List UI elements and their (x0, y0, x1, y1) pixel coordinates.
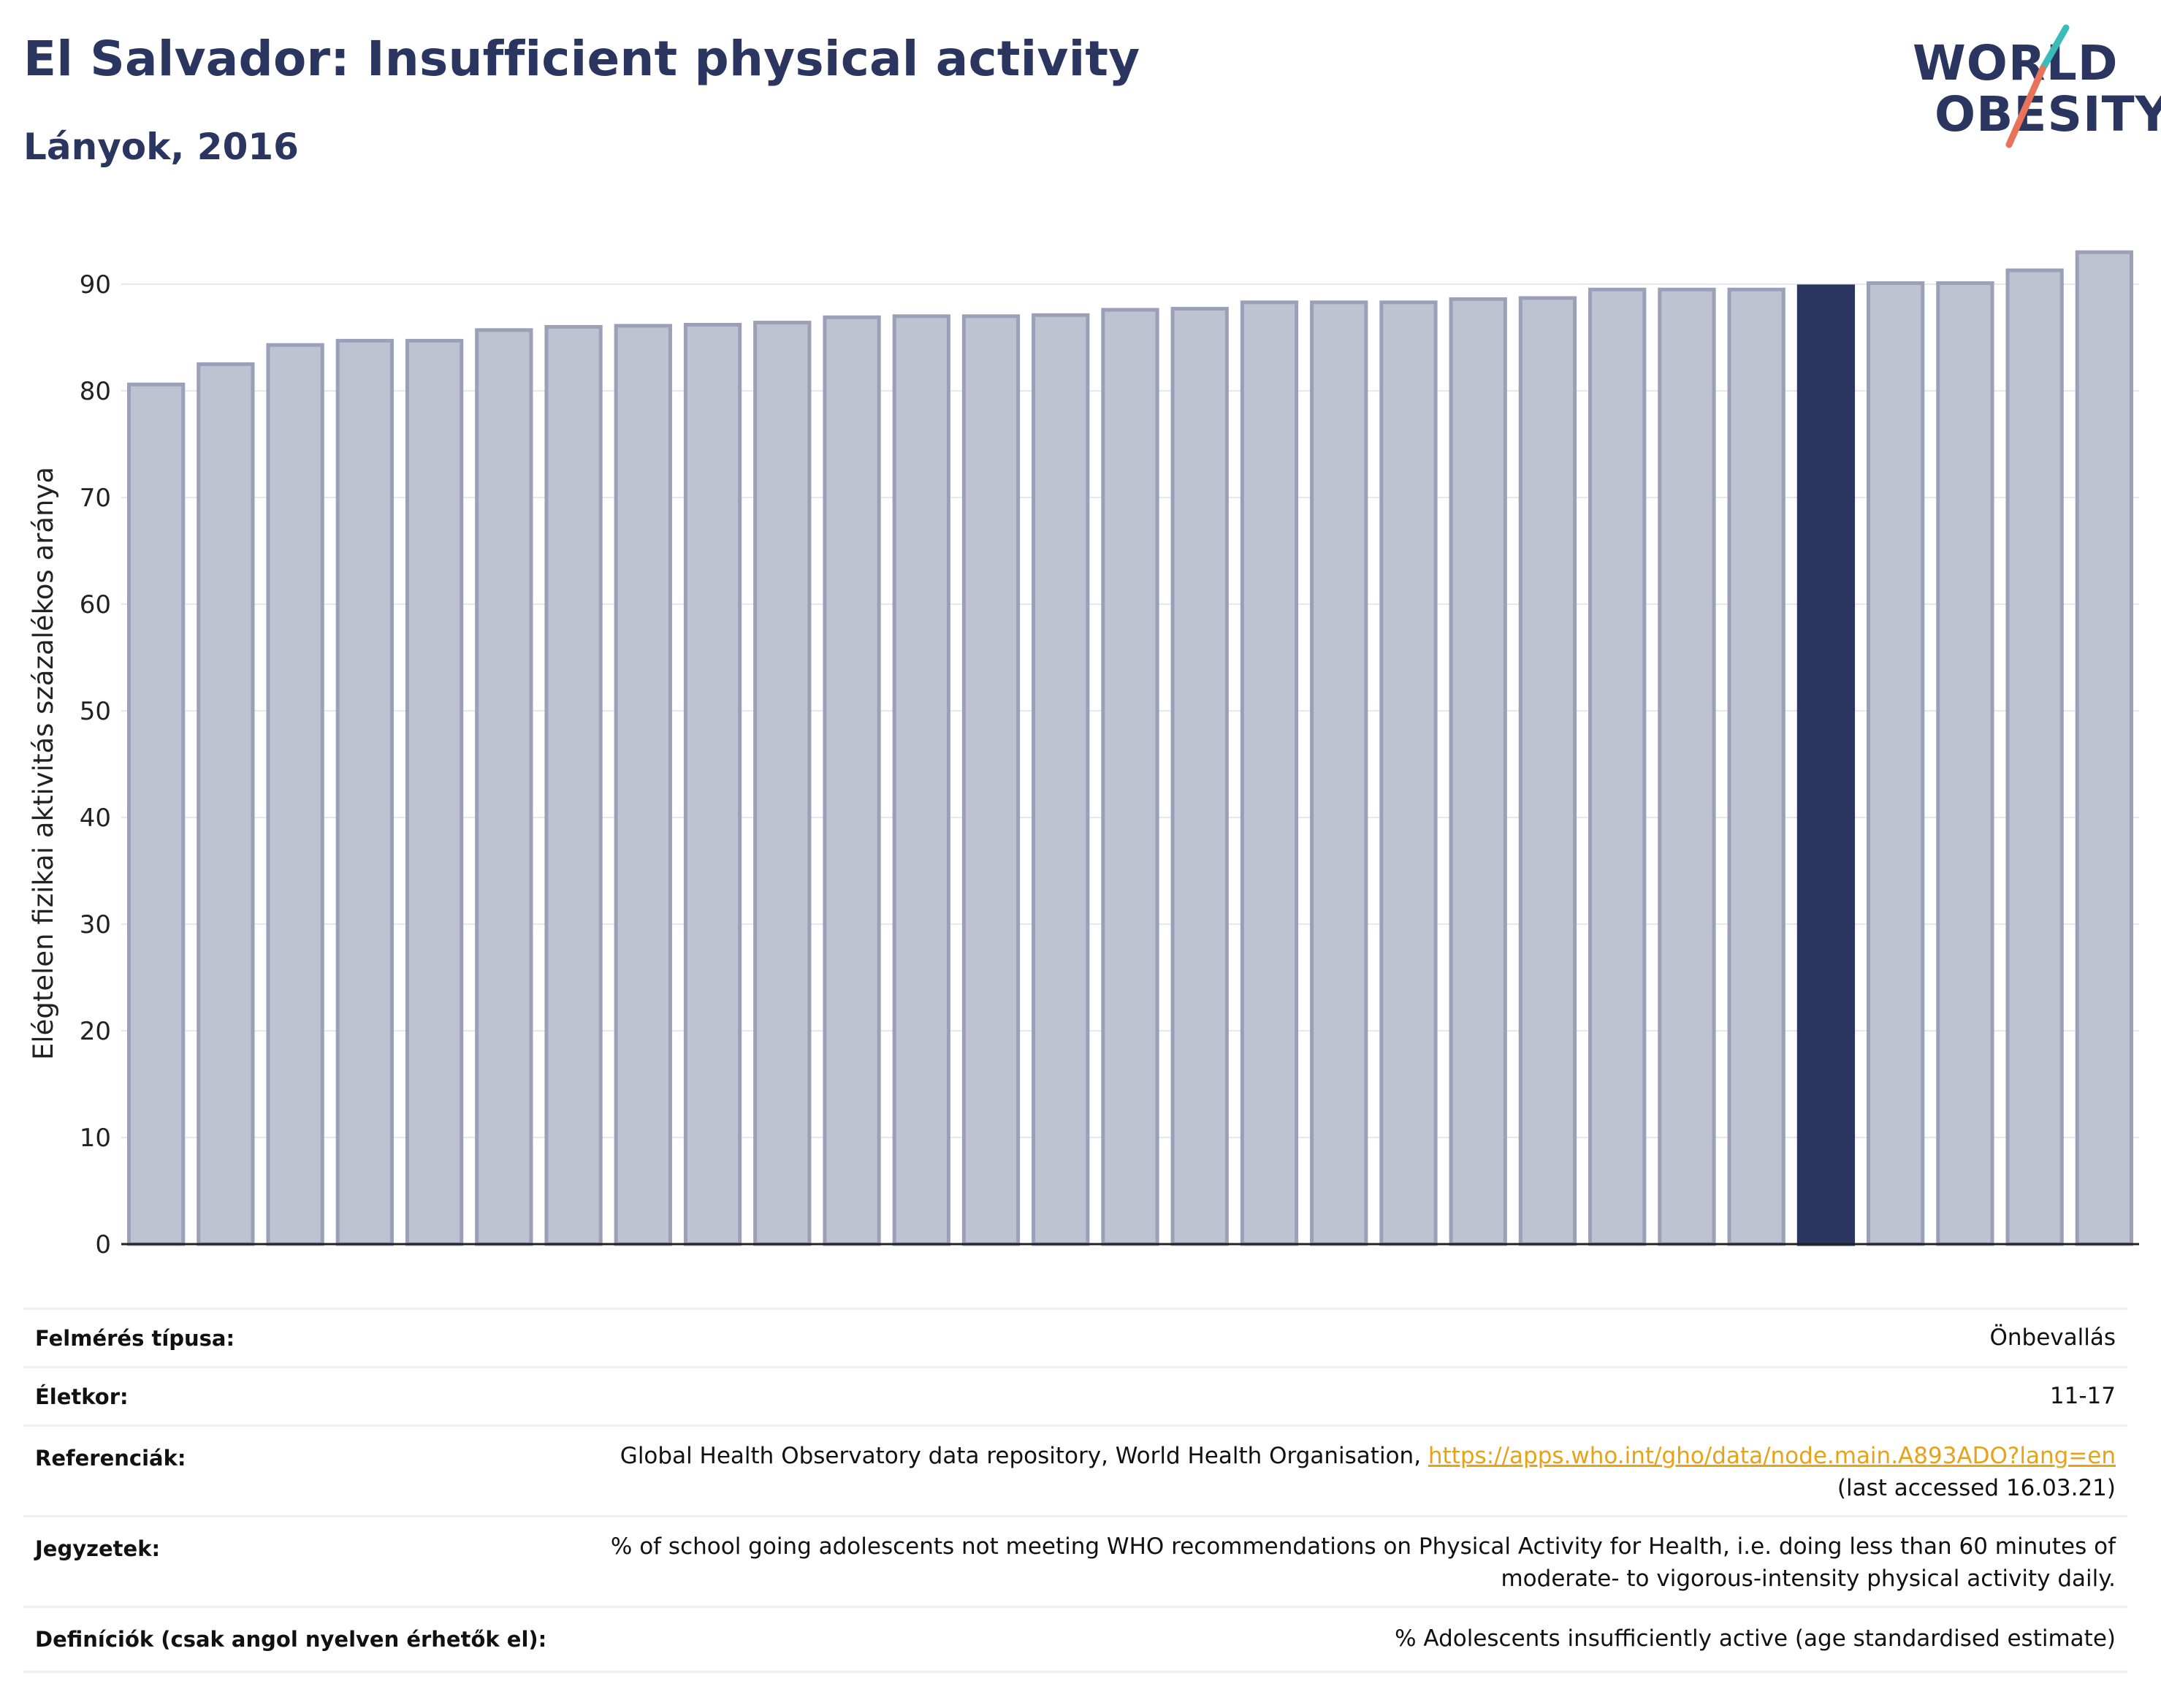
bar (1658, 287, 1716, 1246)
bar (2075, 250, 2134, 1246)
bar (614, 324, 672, 1246)
bar (961, 314, 1021, 1246)
bar (1032, 313, 1090, 1246)
bar (197, 362, 255, 1246)
y-tick-label: 10 (80, 1124, 111, 1153)
bar (1518, 296, 1577, 1246)
references-accessed: (last accessed 16.03.21) (1837, 1475, 2116, 1501)
y-axis-label: Elégtelen fizikai aktivitás százalékos a… (28, 467, 59, 1060)
bar (1867, 281, 1925, 1246)
bar (2005, 268, 2064, 1246)
bar (266, 343, 324, 1246)
remarks-line-2: moderate- to vigorous-intensity physical… (1501, 1566, 2116, 1592)
y-tick-label: 50 (80, 697, 111, 726)
bar (1449, 297, 1507, 1246)
y-tick-label: 70 (80, 484, 111, 513)
notes-survey-row: Felmérés típusa: Önbevallás (23, 1308, 2127, 1368)
y-tick-label: 60 (80, 590, 111, 619)
y-tick-label: 30 (80, 910, 111, 939)
bar-chart: Egyesült ÁllamokKanadaBelizeAntigua és B… (28, 250, 2139, 1257)
age-label: Életkor: (35, 1384, 129, 1409)
y-tick-label: 20 (80, 1017, 111, 1046)
bar (475, 328, 533, 1246)
bar (126, 382, 186, 1246)
bar (1170, 307, 1229, 1246)
bar (1240, 300, 1299, 1246)
references-text: Global Health Observatory data repositor… (620, 1443, 1428, 1469)
chart-subtitle: Lányok, 2016 (23, 126, 299, 168)
world-obesity-logo: WORLD OBESITY (1899, 20, 2161, 152)
bar (405, 338, 464, 1246)
references-value: Global Health Observatory data repositor… (620, 1440, 2116, 1504)
notes-remarks-row: Jegyzetek: % of school going adolescents… (23, 1515, 2127, 1608)
survey-type-value: Önbevallás (1989, 1324, 2116, 1351)
bar (1936, 281, 1994, 1246)
logo-line-1: WORLD (1913, 35, 2119, 91)
bar (1796, 284, 1856, 1246)
bar (823, 315, 881, 1246)
bar (1727, 287, 1785, 1246)
survey-type-label: Felmérés típusa: (35, 1326, 235, 1351)
remarks-label: Jegyzetek: (35, 1536, 161, 1561)
y-tick-label: 0 (95, 1230, 111, 1257)
bar (335, 338, 394, 1246)
age-value: 11-17 (2049, 1383, 2116, 1409)
y-tick-label: 40 (80, 804, 111, 833)
definitions-value: % Adolescents insufficiently active (age… (1395, 1625, 2116, 1652)
y-tick-labels: 0 10 20 30 40 50 60 70 80 90 (80, 270, 111, 1257)
notes-definitions-row: Definíciók (csak angol nyelven érhetők e… (23, 1606, 2127, 1673)
bar (683, 322, 742, 1246)
remarks-value: % of school going adolescents not meetin… (611, 1530, 2116, 1595)
y-tick-label: 80 (80, 377, 111, 406)
y-tick-label: 90 (80, 270, 111, 300)
bar (1101, 308, 1159, 1246)
logo-slash-icon (2005, 24, 2070, 148)
notes-age-row: Életkor: 11-17 (23, 1366, 2127, 1427)
references-label: Referenciák: (35, 1446, 186, 1471)
bar (544, 324, 603, 1246)
bar (1310, 300, 1368, 1246)
chart-title: El Salvador: Insufficient physical activ… (23, 31, 1140, 87)
bars: Egyesült ÁllamokKanadaBelizeAntigua és B… (126, 250, 2134, 1246)
definitions-label: Definíciók (csak angol nyelven érhetők e… (35, 1627, 547, 1652)
references-link[interactable]: https://apps.who.int/gho/data/node.main.… (1428, 1443, 2116, 1469)
bar (1379, 300, 1438, 1246)
remarks-line-1: % of school going adolescents not meetin… (610, 1533, 2116, 1560)
logo-line-2: OBESITY (1935, 86, 2161, 142)
notes-references-row: Referenciák: Global Health Observatory d… (23, 1425, 2127, 1517)
bar (753, 321, 812, 1246)
bar (892, 314, 950, 1246)
bar (1588, 287, 1647, 1246)
